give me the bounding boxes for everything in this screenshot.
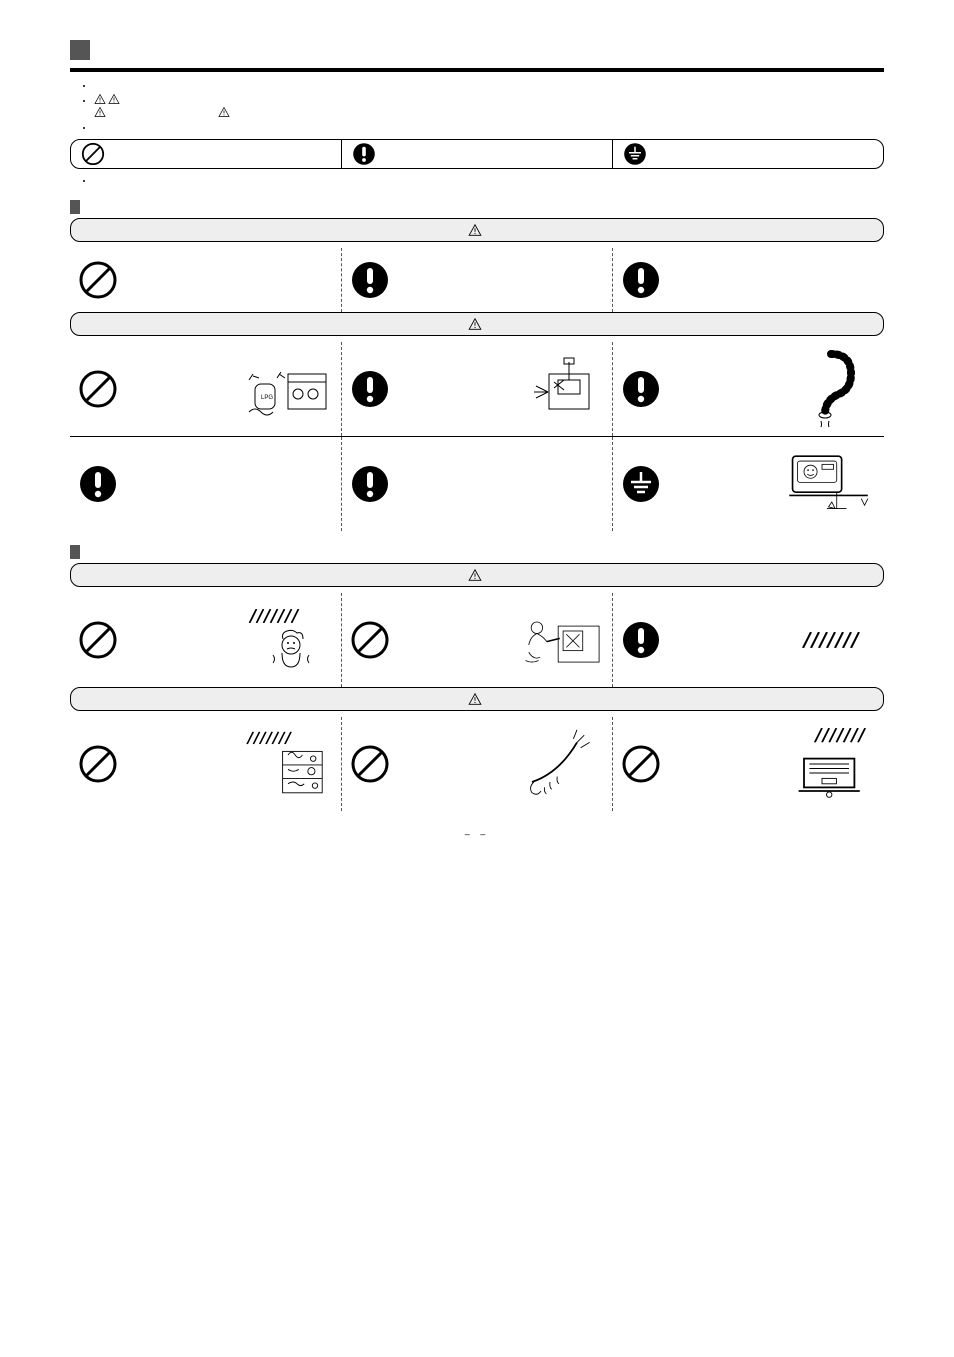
prohibit-icon: [621, 744, 661, 784]
prohibit-icon: [350, 620, 390, 660]
cell-iw1: [70, 248, 341, 312]
section-square-icon: [70, 200, 80, 214]
warning-triangle-icon: [94, 93, 106, 105]
install-caution-row-2: [70, 436, 884, 531]
use-warning-row: [70, 593, 884, 687]
page-header: [70, 40, 884, 60]
legend-ground: [613, 140, 883, 168]
exclaim-icon: [350, 464, 390, 504]
symbol-legend: [70, 139, 884, 169]
warning-triangle-icon: [94, 106, 106, 118]
post-legend-bullet: [70, 175, 884, 186]
cell-uc3: [612, 717, 884, 811]
intro-bullet-3: [94, 122, 884, 133]
warning-triangle-icon: [468, 223, 482, 237]
cell-uw1: [70, 593, 341, 687]
exclaim-icon: [621, 260, 661, 300]
exclaim-icon: [350, 369, 390, 409]
intro-bullets: [70, 80, 884, 133]
prohibit-icon: [78, 369, 118, 409]
install-warning-row: [70, 248, 884, 312]
prohibit-icon: [81, 142, 105, 166]
cell-uc2: [341, 717, 613, 811]
ground-icon: [621, 464, 661, 504]
exclaim-icon: [78, 464, 118, 504]
warning-triangle-icon: [468, 317, 482, 331]
legend-prohibit: [71, 140, 342, 168]
cell-uw3: [612, 593, 884, 687]
cell-ic2: [341, 342, 613, 436]
install-caution-row-1: LPG: [70, 342, 884, 436]
section-square-icon: [70, 545, 80, 559]
banner-install-warning: [70, 218, 884, 242]
prohibit-icon: [350, 744, 390, 784]
prohibit-icon: [78, 260, 118, 300]
banner-use-warning: [70, 563, 884, 587]
illus-finger-hazard: [514, 605, 604, 675]
illus-lpg-unit: LPG: [243, 354, 333, 424]
legend-mandatory: [342, 140, 613, 168]
svg-text:LPG: LPG: [261, 395, 273, 401]
exclaim-icon: [621, 620, 661, 660]
warning-triangle-icon: [218, 106, 230, 118]
prohibit-icon: [78, 620, 118, 660]
illus-food-animal: [243, 729, 333, 799]
illus-person-cold: [243, 605, 333, 675]
cell-ic6: [612, 437, 884, 531]
illus-breaker: [514, 354, 604, 424]
banner-use-caution: [70, 687, 884, 711]
illus-drain-hose: [786, 354, 876, 424]
cell-ic5: [341, 437, 613, 531]
exclaim-icon: [350, 260, 390, 300]
intro-bullet-2: [94, 93, 884, 119]
ground-icon: [623, 142, 647, 166]
section-use: [70, 545, 884, 559]
exclaim-icon: [352, 142, 376, 166]
exclaim-icon: [621, 369, 661, 409]
prohibit-icon: [78, 744, 118, 784]
warning-triangle-icon: [468, 568, 482, 582]
illus-ground-wire: [786, 449, 876, 519]
header-rule: [70, 68, 884, 72]
banner-install-caution: [70, 312, 884, 336]
cell-iw3: [612, 248, 884, 312]
cell-iw2: [341, 248, 613, 312]
warning-triangle-icon: [108, 93, 120, 105]
illus-wet-hand: [514, 729, 604, 799]
cell-uc1: [70, 717, 341, 811]
warning-triangle-icon: [468, 692, 482, 706]
cell-ic1: LPG: [70, 342, 341, 436]
use-caution-row: [70, 717, 884, 811]
cell-ic4: [70, 437, 341, 531]
cell-ic3: [612, 342, 884, 436]
illus-heater: [786, 729, 876, 799]
post-legend-item: [94, 175, 884, 186]
illus-hatch: [786, 605, 876, 675]
header-square-icon: [70, 40, 90, 60]
page-number: – –: [70, 829, 884, 839]
intro-bullet-1: [94, 80, 884, 91]
cell-uw2: [341, 593, 613, 687]
section-installation: [70, 200, 884, 214]
